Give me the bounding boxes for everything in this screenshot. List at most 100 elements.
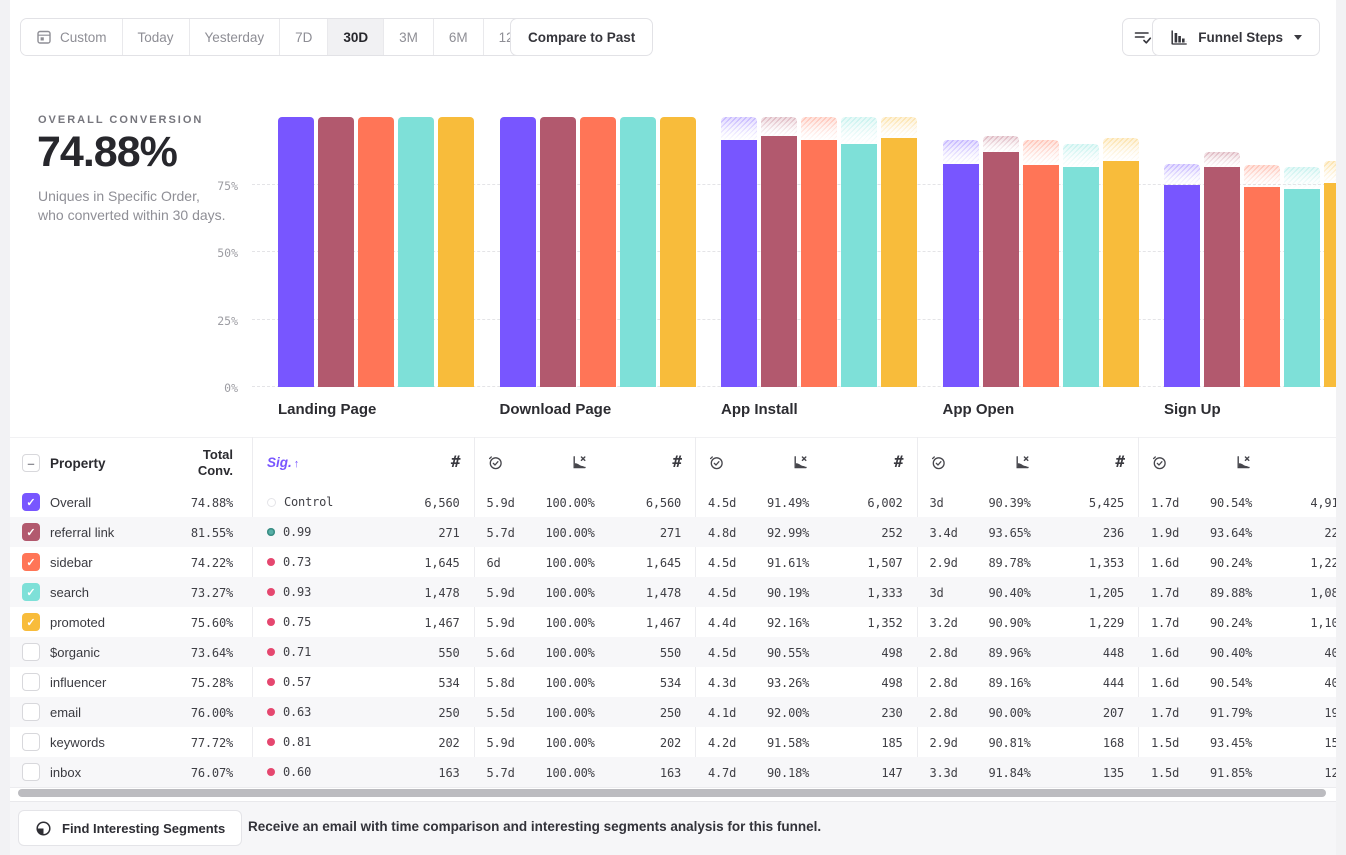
row-checkbox[interactable] bbox=[22, 763, 40, 781]
funnel-bar[interactable] bbox=[438, 117, 474, 387]
table-row[interactable]: keywords 77.72% 0.81 202 5.9d 100.00% 202 4.2d 9… bbox=[10, 727, 1336, 757]
step-conversion-rate: 91.79% bbox=[1210, 706, 1253, 720]
header-group-0: Sig. ↑ # bbox=[252, 438, 474, 488]
step-count: 6,002 bbox=[867, 496, 903, 510]
range-30d[interactable]: 30D bbox=[328, 19, 385, 55]
step-count: 163 bbox=[659, 766, 681, 780]
conversion-rate-icon[interactable] bbox=[792, 454, 809, 471]
step-count: 1,205 bbox=[1088, 586, 1124, 600]
step-count: 271 bbox=[659, 526, 681, 540]
range-yesterday[interactable]: Yesterday bbox=[189, 19, 281, 55]
funnel-bar[interactable] bbox=[659, 117, 696, 387]
compare-to-past-button[interactable]: Compare to Past bbox=[510, 18, 654, 56]
count-column-header[interactable]: # bbox=[1115, 452, 1125, 471]
range-7d[interactable]: 7D bbox=[280, 19, 329, 55]
step-cells-2: 4.5d 91.61% 1,507 bbox=[695, 547, 917, 577]
funnel-bar[interactable] bbox=[318, 117, 354, 387]
avg-time-to-convert: 1.6d bbox=[1151, 646, 1180, 660]
range-3m[interactable]: 3M bbox=[384, 19, 434, 55]
avg-time-to-convert: 4.1d bbox=[708, 706, 737, 720]
funnel-bar[interactable] bbox=[358, 117, 394, 387]
conversion-rate-icon[interactable] bbox=[571, 454, 588, 471]
funnel-bar[interactable] bbox=[761, 135, 797, 387]
table-row[interactable]: email 76.00% 0.63 250 5.5d 100.00% 250 4.1d 92.0… bbox=[10, 697, 1336, 727]
table-row[interactable]: ✓ sidebar 74.22% 0.73 1,645 6d 100.00% 1,645 4.5… bbox=[10, 547, 1336, 577]
step-count: 1,333 bbox=[867, 586, 903, 600]
funnel-steps-dropdown[interactable]: Funnel Steps bbox=[1152, 18, 1320, 56]
date-range-group: CustomTodayYesterday7D30D3M6M12M bbox=[20, 18, 541, 56]
row-checkbox[interactable] bbox=[22, 733, 40, 751]
row-checkbox[interactable]: ✓ bbox=[22, 553, 40, 571]
sig-column-header[interactable]: Sig. ↑ bbox=[267, 455, 300, 470]
funnel-bar[interactable] bbox=[1284, 189, 1320, 387]
row-checkbox[interactable] bbox=[22, 673, 40, 691]
step-cells-0: 0.63 250 bbox=[252, 697, 474, 727]
funnel-bar[interactable] bbox=[721, 139, 757, 387]
horizontal-scrollbar[interactable] bbox=[18, 789, 1326, 797]
step-conversion-rate: 90.90% bbox=[988, 616, 1031, 630]
time-to-convert-icon[interactable] bbox=[708, 454, 725, 471]
time-to-convert-icon[interactable] bbox=[487, 454, 504, 471]
funnel-bar[interactable] bbox=[579, 117, 616, 387]
avg-time-to-convert: 4.8d bbox=[708, 526, 737, 540]
time-to-convert-icon[interactable] bbox=[1151, 454, 1168, 471]
count-column-header[interactable]: # bbox=[672, 452, 682, 471]
step-cells-3: 3d 90.39% 5,425 bbox=[917, 487, 1139, 517]
funnel-bar[interactable] bbox=[841, 143, 877, 387]
funnel-bar[interactable] bbox=[499, 117, 536, 387]
count-column-header[interactable]: # bbox=[450, 452, 461, 471]
bar-group-1 bbox=[474, 117, 696, 387]
table-row[interactable]: $organic 73.64% 0.71 550 5.6d 100.00% 550 4.5d 9… bbox=[10, 637, 1336, 667]
conversion-rate-icon[interactable] bbox=[1014, 454, 1031, 471]
step-count: 1,478 bbox=[645, 586, 681, 600]
table-row[interactable]: ✓ Overall 74.88% Control 6,560 5.9d 100.00% 6,5… bbox=[10, 487, 1336, 517]
conversion-rate-icon[interactable] bbox=[1235, 454, 1252, 471]
table-row[interactable]: ✓ referral link 81.55% 0.99 271 5.7d 100.00% 27… bbox=[10, 517, 1336, 547]
funnel-bar[interactable] bbox=[1062, 166, 1099, 387]
row-checkbox[interactable] bbox=[22, 643, 40, 661]
funnel-bar[interactable] bbox=[1204, 166, 1240, 387]
table-row[interactable]: inbox 76.07% 0.60 163 5.7d 100.00% 163 4.7d 90.1… bbox=[10, 757, 1336, 787]
table-row[interactable]: ✓ search 73.27% 0.93 1,478 5.9d 100.00% 1,478 4.… bbox=[10, 577, 1336, 607]
find-interesting-segments-button[interactable]: Find Interesting Segments bbox=[18, 810, 243, 846]
funnel-bar[interactable] bbox=[881, 138, 917, 387]
range-6m[interactable]: 6M bbox=[433, 19, 484, 55]
funnel-bar[interactable] bbox=[398, 117, 434, 387]
avg-time-to-convert: 1.5d bbox=[1151, 736, 1180, 750]
row-checkbox[interactable]: ✓ bbox=[22, 613, 40, 631]
funnel-bar[interactable] bbox=[1164, 184, 1200, 387]
funnel-bar[interactable] bbox=[1022, 164, 1059, 387]
property-label: $organic bbox=[50, 645, 100, 660]
step-conversion-rate: 91.85% bbox=[1210, 766, 1253, 780]
funnel-step-label: App Open bbox=[942, 401, 1015, 418]
avg-time-to-convert: 1.7d bbox=[1151, 586, 1180, 600]
step-cells-3: 3d 90.40% 1,205 bbox=[917, 577, 1139, 607]
funnel-bar[interactable] bbox=[1102, 160, 1139, 387]
avg-time-to-convert: 5.6d bbox=[486, 646, 515, 660]
funnel-bar[interactable] bbox=[801, 139, 837, 387]
select-all-checkbox[interactable]: – bbox=[22, 454, 40, 472]
table-row[interactable]: influencer 75.28% 0.57 534 5.8d 100.00% 534 4.3… bbox=[10, 667, 1336, 697]
table-row[interactable]: ✓ promoted 75.60% 0.75 1,467 5.9d 100.00% 1,467… bbox=[10, 607, 1336, 637]
funnel-bar[interactable] bbox=[942, 163, 979, 387]
time-to-convert-icon[interactable] bbox=[930, 454, 947, 471]
funnel-bar[interactable] bbox=[619, 117, 656, 387]
step-count: 498 bbox=[881, 676, 903, 690]
row-checkbox[interactable]: ✓ bbox=[22, 493, 40, 511]
avg-time-to-convert: 4.7d bbox=[708, 766, 737, 780]
total-conversion-value: 81.55% bbox=[190, 526, 233, 540]
row-checkbox[interactable] bbox=[22, 703, 40, 721]
step-count: 534 bbox=[659, 676, 681, 690]
funnel-bar[interactable] bbox=[539, 117, 576, 387]
range-custom[interactable]: Custom bbox=[21, 19, 123, 55]
row-checkbox[interactable]: ✓ bbox=[22, 583, 40, 601]
funnel-bar[interactable] bbox=[982, 151, 1019, 387]
count-column-header[interactable]: # bbox=[893, 452, 904, 471]
step-count: 5,425 bbox=[1088, 496, 1124, 510]
funnel-bar[interactable] bbox=[1244, 186, 1280, 387]
funnel-bar[interactable] bbox=[278, 117, 314, 387]
step-conversion-rate: 100.00% bbox=[545, 616, 595, 630]
funnel-bar[interactable] bbox=[1324, 182, 1336, 387]
range-today[interactable]: Today bbox=[122, 19, 190, 55]
row-checkbox[interactable]: ✓ bbox=[22, 523, 40, 541]
